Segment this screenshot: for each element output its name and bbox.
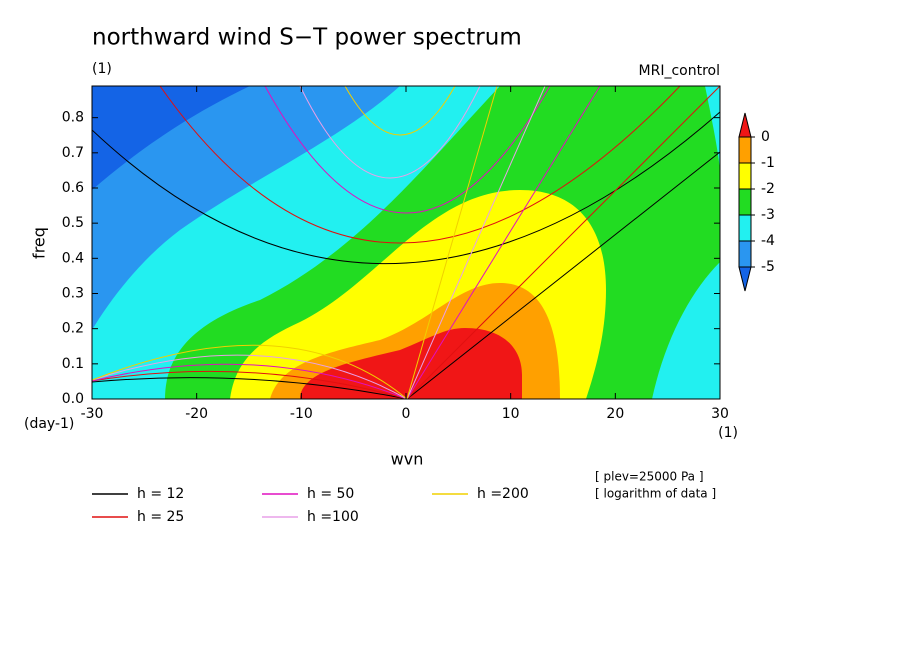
colorbar-label: -5 xyxy=(761,259,775,275)
colorbar-box xyxy=(738,240,752,268)
chart-title: northward wind S−T power spectrum xyxy=(92,25,522,51)
y-tick-label: 0.7 xyxy=(62,145,84,161)
colorbar-label: 0 xyxy=(761,129,770,145)
legend-label: h = 50 xyxy=(307,486,354,502)
x-tick-label: -20 xyxy=(185,406,208,422)
legend-label: h = 12 xyxy=(137,486,184,502)
y-tick-label: 0.5 xyxy=(62,215,84,231)
dispersion-curve xyxy=(92,111,720,399)
x-unit: (1) xyxy=(718,425,738,441)
y-tick-label: 0.2 xyxy=(62,321,84,337)
contour-band xyxy=(92,86,400,330)
x-tick-label: 30 xyxy=(711,406,729,422)
y-tick-label: 0.8 xyxy=(62,110,84,126)
y-unit: (day-1) xyxy=(24,416,74,432)
dispersion-curve xyxy=(92,86,601,399)
x-tick-label: 20 xyxy=(606,406,624,422)
dispersion-curve xyxy=(92,86,498,399)
y-tick-label: 0.4 xyxy=(62,250,84,266)
colorbar-box xyxy=(738,162,752,190)
colorbar-box xyxy=(738,214,752,242)
colorbar-label: -1 xyxy=(761,155,775,171)
run-label: MRI_control xyxy=(639,63,720,79)
y-tick-label: 0.3 xyxy=(62,285,84,301)
legend-label: h =100 xyxy=(307,509,359,525)
legend-label: h = 25 xyxy=(137,509,184,525)
colorbar-label: -3 xyxy=(761,207,775,223)
dispersion-curve xyxy=(92,86,720,399)
contour-band xyxy=(92,86,250,190)
colorbar-box xyxy=(738,136,752,164)
y-tick-label: 0.0 xyxy=(62,391,84,407)
x-axis-label: wvn xyxy=(391,450,424,469)
colorbar-label: -4 xyxy=(761,233,775,249)
colorbar-box xyxy=(738,188,752,216)
note: [ logarithm of data ] xyxy=(595,487,716,501)
dispersion-curve xyxy=(92,86,546,399)
colorbar-arrow xyxy=(738,266,752,292)
x-tick-label: 0 xyxy=(402,406,411,422)
subtitle: (1) xyxy=(92,61,112,77)
x-tick-label: 10 xyxy=(502,406,520,422)
note: [ plev=25000 Pa ] xyxy=(595,470,704,484)
y-axis-label: freq xyxy=(30,227,49,259)
x-tick-label: -10 xyxy=(290,406,313,422)
x-tick-label: -30 xyxy=(81,406,104,422)
y-tick-label: 0.1 xyxy=(62,356,84,372)
legend-label: h =200 xyxy=(477,486,529,502)
colorbar-label: -2 xyxy=(761,181,775,197)
contour-field xyxy=(92,86,720,399)
y-tick-label: 0.6 xyxy=(62,180,84,196)
